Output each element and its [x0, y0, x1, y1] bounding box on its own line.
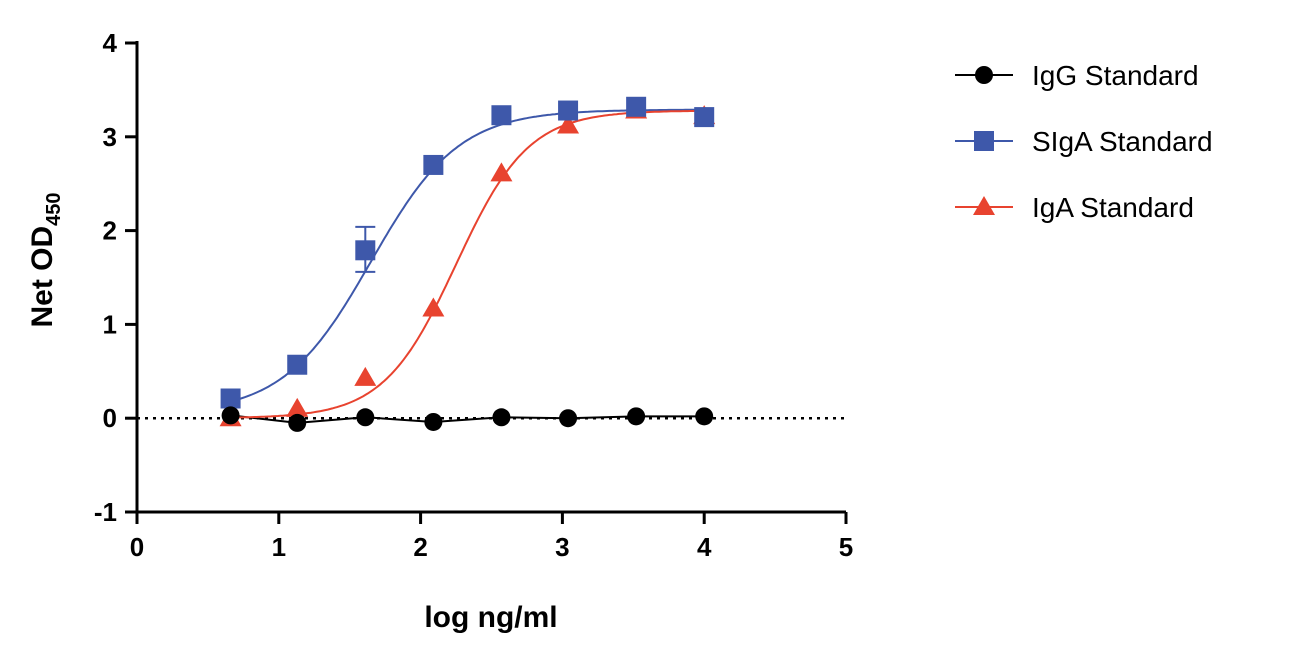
data-point-circle	[356, 408, 375, 427]
data-point-circle	[559, 409, 578, 428]
data-point-square	[626, 96, 647, 117]
data-point-circle	[288, 413, 307, 432]
y-tick-label: 4	[103, 28, 118, 58]
legend-label: IgA Standard	[1032, 192, 1194, 223]
y-axis-label-main: Net OD	[26, 226, 59, 328]
data-point-triangle	[490, 162, 513, 182]
x-tick-label: 3	[555, 532, 569, 562]
data-point-square	[423, 154, 444, 175]
legend-marker-triangle	[973, 196, 995, 215]
data-point-triangle	[557, 114, 580, 134]
data-point-circle	[424, 412, 443, 431]
data-point-triangle	[354, 366, 377, 386]
data-point-square	[694, 107, 715, 128]
y-tick-label: 0	[103, 403, 117, 433]
data-point-square	[220, 388, 241, 409]
fit-curve-siga-standard	[230, 108, 705, 403]
fit-curve-igg-standard	[230, 414, 705, 424]
x-tick-label: 5	[839, 532, 853, 562]
y-tick-label: 1	[103, 309, 117, 339]
x-tick-label: 2	[413, 532, 427, 562]
legend: IgG Standard SIgA Standard IgA Standard	[955, 60, 1213, 223]
data-marks	[219, 96, 716, 432]
x-axis-label: log ng/ml	[424, 601, 557, 634]
data-point-square	[287, 354, 308, 375]
fit-curves	[230, 108, 705, 424]
x-tick-label: 0	[130, 532, 144, 562]
data-point-triangle	[286, 397, 309, 417]
data-point-circle	[221, 406, 240, 425]
x-tick-label: 1	[272, 532, 286, 562]
x-tick-label: 4	[697, 532, 712, 562]
axes: 0 1 2 3 4 5 -1 0 1 2 3 4	[94, 28, 853, 562]
legend-label: IgG Standard	[1032, 60, 1199, 91]
data-point-square	[491, 105, 512, 126]
legend-label: SIgA Standard	[1032, 126, 1213, 157]
fit-curve-iga-standard	[230, 109, 705, 419]
data-point-triangle	[422, 297, 445, 317]
y-tick-label: -1	[94, 497, 117, 527]
legend-marker-circle	[975, 66, 993, 84]
y-axis-label: Net OD450	[26, 192, 65, 327]
data-point-square	[355, 240, 376, 261]
y-tick-label: 3	[103, 122, 117, 152]
data-point-circle	[695, 407, 714, 426]
y-axis-label-subscript: 450	[43, 192, 65, 225]
data-point-circle	[627, 407, 646, 426]
y-tick-label: 2	[103, 216, 117, 246]
data-point-square	[558, 100, 579, 121]
data-point-circle	[492, 408, 511, 427]
legend-marker-square	[974, 131, 994, 151]
